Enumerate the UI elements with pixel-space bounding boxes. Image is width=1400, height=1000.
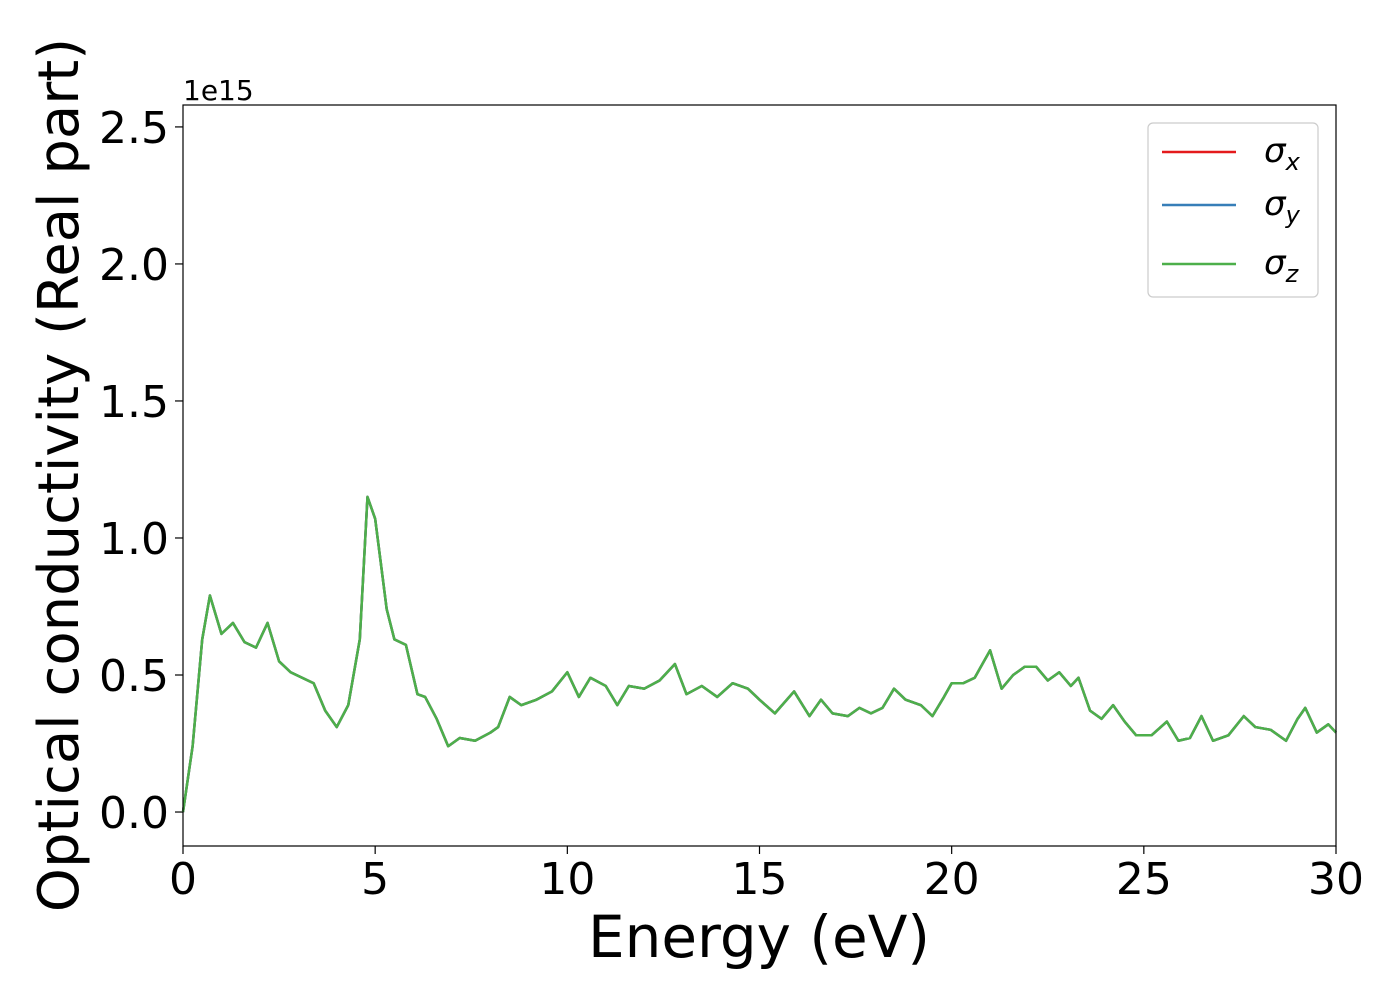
y-tick-label: 2.0 [99,240,169,291]
y-tick-label: 1.5 [99,377,169,428]
y-tick-label: 1.0 [99,514,169,565]
y-offset-label: 1e15 [183,74,254,107]
x-axis-label: Energy (eV) [588,903,930,971]
x-tick-label: 25 [1116,854,1172,905]
legend-label: σz [1264,243,1300,288]
legend-box [1147,122,1319,298]
y-tick-label: 0.0 [99,788,169,839]
y-tick-label: 0.5 [99,651,169,702]
plot-frame [182,104,1337,847]
x-tick-label: 10 [539,854,595,905]
y-tick-label: 2.5 [99,103,169,154]
legend-label: σy [1264,184,1301,229]
legend-label: σx [1264,131,1301,176]
x-tick-label: 15 [732,854,788,905]
x-tick-label: 0 [169,854,197,905]
series-line [181,495,1337,813]
x-tick-label: 5 [361,854,389,905]
y-axis-label: Optical conductivity (Real part) [27,38,92,912]
x-tick-label: 20 [924,854,980,905]
x-tick-label: 30 [1308,854,1364,905]
